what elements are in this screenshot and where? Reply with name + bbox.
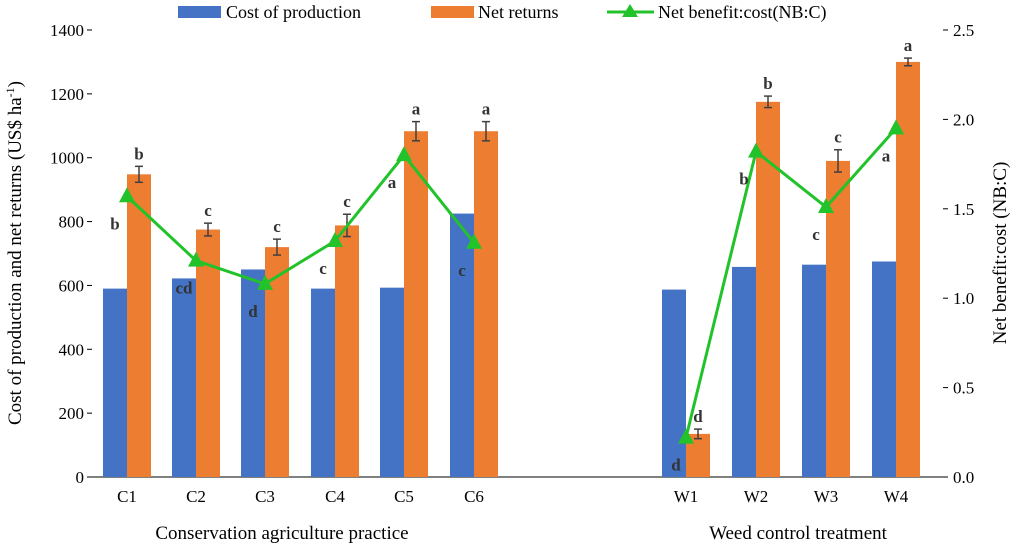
bar-cost-w2 xyxy=(732,266,756,477)
y-tick-label-1: 200 xyxy=(59,404,85,423)
letter-nbc-w3: c xyxy=(812,225,820,244)
left-y-axis-title-main: Cost of production and net returns (US$ … xyxy=(5,97,26,425)
bar-cost-w3 xyxy=(802,264,826,477)
y-tick-label-2: 400 xyxy=(59,340,85,359)
nbc-marker-c4 xyxy=(327,231,343,247)
letter-returns-c1: b xyxy=(134,144,143,163)
bar-returns-w2 xyxy=(756,101,780,477)
nbc-marker-w4 xyxy=(888,119,904,135)
x-tick-label-w2: W2 xyxy=(744,487,769,506)
error-bars xyxy=(135,57,912,440)
x-tick-label-c5: C5 xyxy=(394,487,414,506)
bar-returns-c1 xyxy=(127,174,151,477)
bar-cost-c4 xyxy=(311,288,335,477)
legend-label-cost: Cost of production xyxy=(226,2,361,22)
letter-nbc-c2: cd xyxy=(176,279,194,298)
nbc-marker-c5 xyxy=(396,146,412,162)
bar-cost-c1 xyxy=(103,288,127,477)
nbc-marker-c2 xyxy=(188,251,204,267)
x-tick-label-w4: W4 xyxy=(884,487,909,506)
x-tick-label-c4: C4 xyxy=(325,487,345,506)
nbc-line-segment-0 xyxy=(125,152,476,286)
bar-returns-c6 xyxy=(474,131,498,478)
bar-cost-c6 xyxy=(450,213,474,477)
letter-returns-w1: d xyxy=(693,407,703,426)
bar-returns-w4 xyxy=(896,61,920,478)
nbc-line xyxy=(119,119,904,444)
y2-tick-label-5: 2.5 xyxy=(953,21,974,40)
letter-returns-c5: a xyxy=(412,100,421,119)
nbc-marker-c3 xyxy=(257,274,273,290)
letter-nbc-w4: a xyxy=(882,146,891,165)
x-tick-label-w1: W1 xyxy=(674,487,699,506)
bar-returns-c5 xyxy=(404,131,428,478)
bar-returns-c2 xyxy=(196,229,220,477)
letter-returns-c3: c xyxy=(273,217,281,236)
y-tick-label-3: 600 xyxy=(59,276,85,295)
letter-nbc-c3: d xyxy=(248,302,258,321)
x-tick-label-c2: C2 xyxy=(186,487,206,506)
letter-returns-c6: a xyxy=(482,100,491,119)
nbc-marker-w3 xyxy=(818,198,834,214)
letter-returns-w2: b xyxy=(763,74,772,93)
y-tick-label-0: 0 xyxy=(76,468,85,487)
x-tick-label-c6: C6 xyxy=(464,487,484,506)
bars xyxy=(103,61,920,478)
x-tick-label-w3: W3 xyxy=(814,487,839,506)
x-axis-ticks: C1 C2 C3 C4 C5 C6 W1 W2 W3 W4 xyxy=(117,487,909,506)
left-y-axis-title: Cost of production and net returns (US$ … xyxy=(3,81,26,425)
letter-returns-w3: c xyxy=(834,128,842,147)
letter-returns-c2: c xyxy=(204,201,212,220)
letter-nbc-c1: b xyxy=(110,214,119,233)
y2-tick-label-1: 0.5 xyxy=(953,379,974,398)
legend-marker-nbc xyxy=(622,4,638,17)
bar-cost-c5 xyxy=(380,287,404,477)
letter-nbc-w1: d xyxy=(671,456,681,475)
bar-cost-w1 xyxy=(662,289,686,477)
legend-swatch-returns xyxy=(431,6,474,18)
right-y-axis-title: Net benefit:cost (NB:C) xyxy=(990,162,1011,345)
letter-nbc-c4: c xyxy=(319,259,327,278)
left-y-axis-title-close: ) xyxy=(5,81,26,87)
group-label-weed-control: Weed control treatment xyxy=(709,523,888,544)
bar-returns-c4 xyxy=(335,225,359,477)
x-tick-label-c1: C1 xyxy=(117,487,137,506)
bar-cost-c3 xyxy=(241,269,265,477)
y-tick-label-7: 1400 xyxy=(50,21,84,40)
y2-tick-label-2: 1.0 xyxy=(953,289,974,308)
y2-tick-label-0: 0.0 xyxy=(953,468,974,487)
bar-returns-w3 xyxy=(826,160,850,477)
nbc-marker-w2 xyxy=(748,142,764,158)
y2-tick-label-3: 1.5 xyxy=(953,200,974,219)
right-y-axis-ticks: 0.0 0.5 1.0 1.5 2.0 2.5 xyxy=(943,21,974,487)
left-y-axis-title-sup: -1 xyxy=(3,87,17,97)
nbc-marker-c1 xyxy=(119,187,135,203)
letter-nbc-c5: a xyxy=(388,173,397,192)
left-y-axis-ticks: 0 200 400 600 800 1000 1200 1400 xyxy=(50,21,92,487)
y2-tick-label-4: 2.0 xyxy=(953,110,974,129)
letter-returns-c4: c xyxy=(343,192,351,211)
letter-nbc-w2: b xyxy=(739,170,748,189)
nbc-marker-w1 xyxy=(678,428,694,444)
x-tick-label-c3: C3 xyxy=(255,487,275,506)
bar-cost-c2 xyxy=(172,278,196,477)
legend-swatch-cost xyxy=(178,6,221,18)
group-label-conservation: Conservation agriculture practice xyxy=(155,523,408,544)
nbc-marker-c6 xyxy=(466,233,482,249)
y-tick-label-5: 1000 xyxy=(50,149,84,168)
legend-label-returns: Net returns xyxy=(478,2,558,22)
y-tick-label-4: 800 xyxy=(59,213,85,232)
letter-nbc-c6: c xyxy=(458,261,466,280)
bar-cost-w4 xyxy=(872,261,896,477)
letter-returns-w4: a xyxy=(904,36,913,55)
legend-label-nbc: Net benefit:cost(NB:C) xyxy=(658,2,826,23)
legend: Cost of production Net returns Net benef… xyxy=(178,2,826,23)
y-tick-label-6: 1200 xyxy=(50,85,84,104)
nbc-line-segment-1 xyxy=(684,127,898,439)
